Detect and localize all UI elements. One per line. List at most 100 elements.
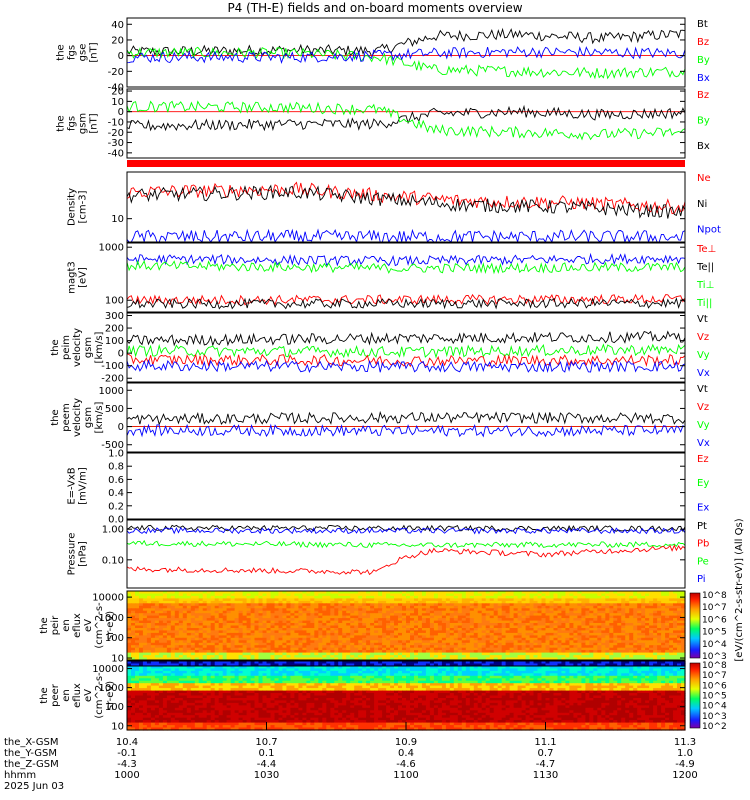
spectrogram-cell [310, 661, 315, 665]
spectrogram-cell [633, 673, 638, 677]
spectrogram-cell [218, 593, 224, 597]
spectrogram-cell [661, 618, 666, 622]
spectrogram-cell [394, 635, 399, 639]
spectrogram-cell [457, 593, 463, 597]
spectrogram-cell [378, 603, 383, 607]
spectrogram-cell [362, 657, 367, 661]
spectrogram-cell [477, 663, 483, 667]
spectrogram-cell [581, 663, 586, 667]
spectrogram-cell [322, 610, 327, 614]
spectrogram-cell [449, 591, 455, 595]
spectrogram-cell [481, 615, 487, 619]
spectrogram-cell [162, 608, 168, 612]
spectrogram-cell [433, 618, 439, 622]
spectrogram-cell [182, 610, 188, 614]
spectrogram-cell [489, 647, 495, 651]
spectrogram-cell [131, 655, 136, 659]
spectrogram-cell [374, 618, 379, 622]
spectrogram-cell [561, 650, 566, 654]
spectrogram-cell [386, 668, 391, 672]
spectrogram-cell [469, 600, 475, 604]
spectrogram-cell [294, 610, 299, 614]
spectrogram-cell [645, 665, 650, 669]
spectrogram-cell [150, 605, 156, 609]
spectrogram-cell [346, 605, 351, 609]
spectrogram-cell [314, 610, 319, 614]
spectrogram-cell [553, 655, 559, 659]
spectrogram-cell [210, 615, 216, 619]
spectrogram-cell [378, 635, 383, 639]
spectrogram-cell [537, 661, 543, 665]
spectrogram-cell [441, 603, 447, 607]
spectrogram-cell [509, 623, 515, 627]
spectrogram-cell [629, 645, 634, 649]
spectrogram-cell [302, 623, 307, 627]
spectrogram-cell [545, 600, 551, 604]
spectrogram-cell [158, 615, 164, 619]
legend-ey: Ey [697, 478, 709, 489]
spectrogram-cell [146, 623, 152, 627]
spectrogram-cell [150, 647, 156, 651]
spectrogram-cell [406, 605, 411, 609]
spectrogram-cell [617, 603, 622, 607]
spectrogram-cell [374, 595, 379, 599]
spectrogram-cell [302, 591, 307, 595]
spectrogram-cell [314, 618, 319, 622]
spectrogram-cell [270, 661, 276, 665]
spectrogram-cell [585, 605, 590, 609]
spectrogram-cell [577, 637, 582, 641]
spectrogram-cell [322, 605, 327, 609]
spectrogram-cell [493, 661, 499, 665]
spectrogram-cell [242, 661, 248, 665]
spectrogram-cell [378, 632, 383, 636]
spectrogram-cell [585, 661, 590, 665]
spectrogram-cell [250, 615, 256, 619]
spectrogram-cell [346, 630, 351, 634]
spectrogram-cell [465, 652, 471, 656]
spectrogram-cell [262, 673, 268, 677]
spectrogram-cell [425, 598, 431, 602]
spectrogram-cell [166, 593, 172, 597]
spectrogram-cell [437, 647, 443, 651]
spectrogram-cell [202, 608, 208, 612]
spectrogram-cell [617, 605, 622, 609]
spectrogram-cell [186, 665, 192, 669]
spectrogram-cell [198, 640, 204, 644]
spectrogram-cell [342, 615, 347, 619]
spectrogram-cell [246, 661, 252, 665]
spectrogram-cell [370, 673, 375, 677]
spectrogram-cell [378, 665, 383, 669]
spectrogram-cell [150, 637, 156, 641]
spectrogram-cell [549, 637, 555, 641]
spectrogram-cell [469, 655, 475, 659]
spectrogram-cell [378, 625, 383, 629]
spectrogram-cell [545, 605, 551, 609]
spectrogram-cell [238, 657, 244, 661]
spectrogram-cell [262, 625, 268, 629]
spectrogram-cell [657, 613, 662, 617]
spectrogram-cell [469, 613, 475, 617]
spectrogram-cell [441, 645, 447, 649]
spectrogram-cell [194, 613, 200, 617]
y-axis-label: [mV/m] [78, 467, 89, 505]
spectrogram-cell [481, 632, 487, 636]
spectrogram-cell [206, 661, 212, 665]
spectrogram-cell [170, 615, 176, 619]
spectrogram-cell [525, 625, 531, 629]
spectrogram-cell [414, 655, 419, 659]
spectrogram-cell [242, 640, 248, 644]
spectrogram-cell [473, 595, 479, 599]
spectrogram-cell [266, 593, 272, 597]
spectrogram-cell [601, 665, 606, 669]
spectrogram-cell [613, 657, 618, 661]
spectrogram-cell [230, 615, 236, 619]
spectrogram-cell [653, 673, 658, 677]
spectrogram-cell [294, 632, 299, 636]
spectrogram-cell [533, 663, 539, 667]
spectrogram-cell [549, 647, 555, 651]
spectrogram-cell [421, 625, 427, 629]
spectrogram-cell [577, 665, 582, 669]
spectrogram-cell [214, 665, 220, 669]
spectrogram-cell [425, 632, 431, 636]
spectrogram-cell [242, 668, 248, 672]
